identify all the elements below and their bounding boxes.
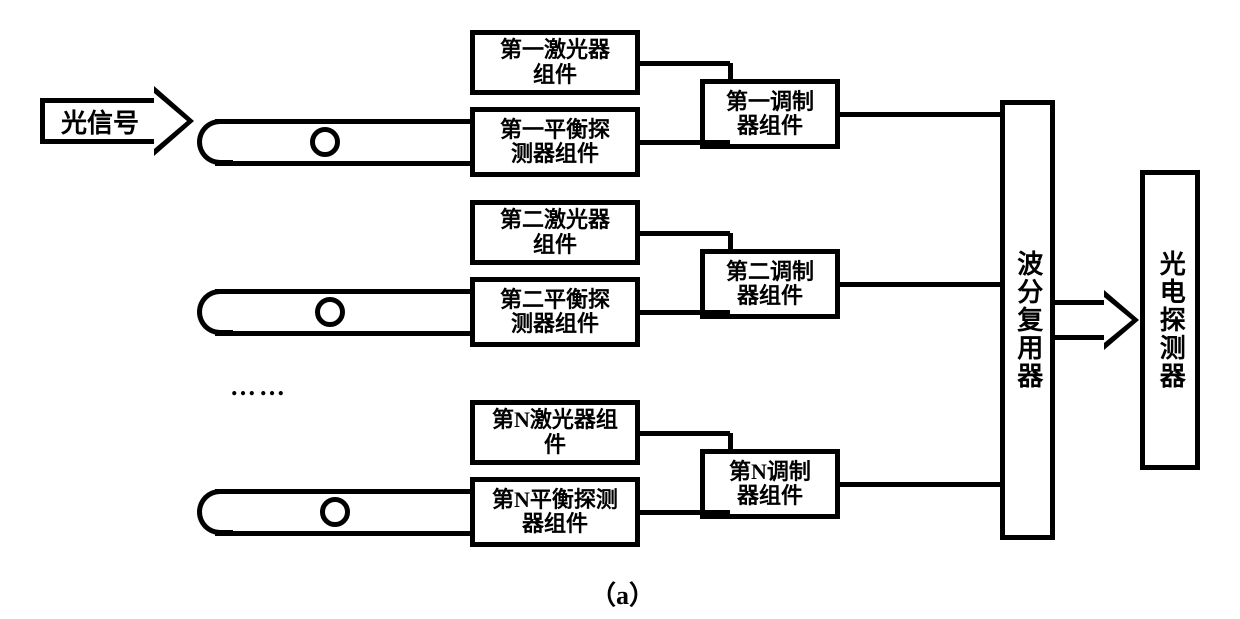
fiber-coupler-circle — [310, 127, 340, 157]
fiber-loop-cap — [197, 119, 233, 165]
laser-box-3: 第N激光器组 件 — [470, 400, 640, 465]
fiber-coupler-circle — [315, 297, 345, 327]
laser-box-2: 第二激光器 组件 — [470, 200, 640, 265]
optical-signal-input-arrow: 光信号 — [40, 86, 195, 156]
figure-label: （a） — [590, 575, 655, 612]
photodetector-label: 光电探测器 — [1156, 250, 1185, 390]
photodetector-box: 光电探测器 — [1140, 170, 1200, 470]
wdm-label: 波分复用器 — [1013, 250, 1042, 390]
modulator-box-2: 第二调制 器组件 — [700, 249, 840, 319]
wdm-to-detector-arrow — [1055, 290, 1140, 350]
fiber-coupler-circle — [320, 497, 350, 527]
fiber-loop-cap — [197, 489, 233, 535]
optical-signal-label: 光信号 — [61, 103, 139, 140]
ellipsis: …… — [230, 372, 288, 402]
balance-detector-box-2: 第二平衡探 测器组件 — [470, 277, 640, 347]
modulator-box-1: 第一调制 器组件 — [700, 79, 840, 149]
modulator-box-3: 第N调制 器组件 — [700, 449, 840, 519]
balance-detector-box-3: 第N平衡探测 器组件 — [470, 477, 640, 547]
wdm-box: 波分复用器 — [1000, 100, 1055, 540]
fiber-loop-cap — [197, 289, 233, 335]
balance-detector-box-1: 第一平衡探 测器组件 — [470, 107, 640, 177]
laser-box-1: 第一激光器 组件 — [470, 30, 640, 95]
